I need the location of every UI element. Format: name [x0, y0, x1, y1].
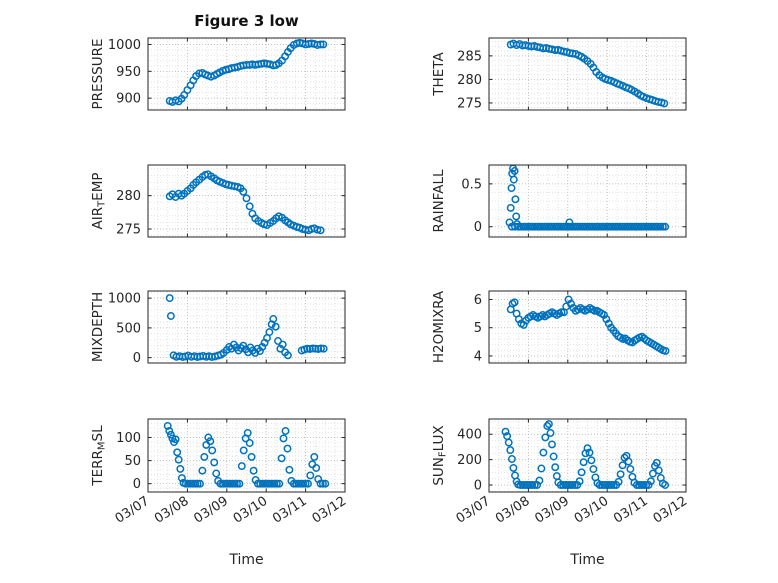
x-tick-label: 03/10	[231, 494, 271, 527]
scatter-series-theta	[506, 39, 669, 108]
scatter-series-rainfall	[505, 165, 670, 231]
y-axis-label: RAINFALL	[431, 169, 447, 232]
y-tick-label: 400	[457, 428, 482, 443]
x-tick-label: 03/12	[651, 494, 691, 527]
y-tick-label: 0	[133, 477, 141, 492]
y-axis-label: TERRMSL	[90, 425, 108, 487]
y-tick-label: 1000	[108, 292, 141, 307]
y-tick-label: 0	[474, 220, 482, 235]
scatter-series-air_temp	[165, 170, 325, 235]
x-tick-label: 03/07	[113, 494, 153, 527]
y-tick-label: 5	[474, 321, 482, 336]
scatter-series-terr_msl	[163, 421, 330, 488]
y-tick-label: 900	[116, 92, 141, 107]
x-tick-label: 03/11	[270, 494, 310, 527]
x-tick-label: 03/10	[572, 494, 612, 527]
subplot-rainfall: 0 0.5 RAINFALL	[431, 164, 687, 238]
y-tick-label: 0.5	[461, 177, 482, 192]
y-tick-label: 1000	[108, 38, 141, 53]
y-axis-label: SUNFLUX	[431, 425, 449, 485]
y-axis-label: AIRTEMP	[90, 172, 108, 229]
y-tick-label: 275	[116, 223, 141, 238]
y-tick-label: 0	[133, 351, 141, 366]
y-tick-label: 285	[457, 49, 482, 64]
y-axis-label: THETA	[431, 52, 447, 97]
x-tick-label: 03/09	[532, 494, 572, 527]
y-tick-label: 0	[474, 479, 482, 494]
y-axis-label: H2OMIXRA	[431, 290, 447, 363]
subplot-h2omixra: 4 5 6 H2OMIXRA	[431, 290, 687, 364]
x-tick-label: 03/08	[152, 494, 192, 527]
scatter-series-h2omixra	[506, 295, 670, 355]
x-axis-label-left: Time	[229, 552, 264, 568]
subplot-air_temp: 275 280 AIRTEMP	[90, 164, 346, 238]
y-tick-label: 100	[116, 431, 141, 446]
y-tick-label: 50	[124, 454, 141, 469]
y-axis-label: PRESSURE	[90, 39, 106, 110]
y-tick-label: 6	[474, 293, 482, 308]
x-tick-label: 03/08	[493, 494, 533, 527]
y-axis-label: MIXDEPTH	[90, 292, 106, 362]
x-tick-label: 03/07	[454, 494, 494, 527]
y-tick-label: 500	[116, 321, 141, 336]
subplot-terr_msl: 0 50 100 TERRMSL 03/07 03/08 03/09 03/10 03/11 03…	[90, 418, 350, 527]
y-tick-label: 200	[457, 453, 482, 468]
x-tick-label: 03/11	[611, 494, 651, 527]
x-tick-label: 03/09	[191, 494, 231, 527]
x-axis-label-right: Time	[570, 552, 605, 568]
y-tick-label: 950	[116, 65, 141, 80]
scatter-series-pressure	[165, 38, 328, 106]
y-tick-label: 275	[457, 96, 482, 111]
y-tick-label: 280	[457, 73, 482, 88]
x-tick-label: 03/12	[310, 494, 350, 527]
scatter-series-sun_flux	[501, 420, 670, 489]
y-tick-label: 4	[474, 349, 482, 364]
scatter-series-mixdepth	[165, 294, 328, 361]
subplot-theta: 275 280 285 THETA	[431, 37, 687, 111]
y-tick-label: 280	[116, 189, 141, 204]
figure-title: Figure 3 low	[194, 12, 299, 30]
subplot-sun_flux: 0 200 400 SUNFLUX 03/07 03/08 03/09 03/10 03/11 0…	[431, 418, 691, 527]
